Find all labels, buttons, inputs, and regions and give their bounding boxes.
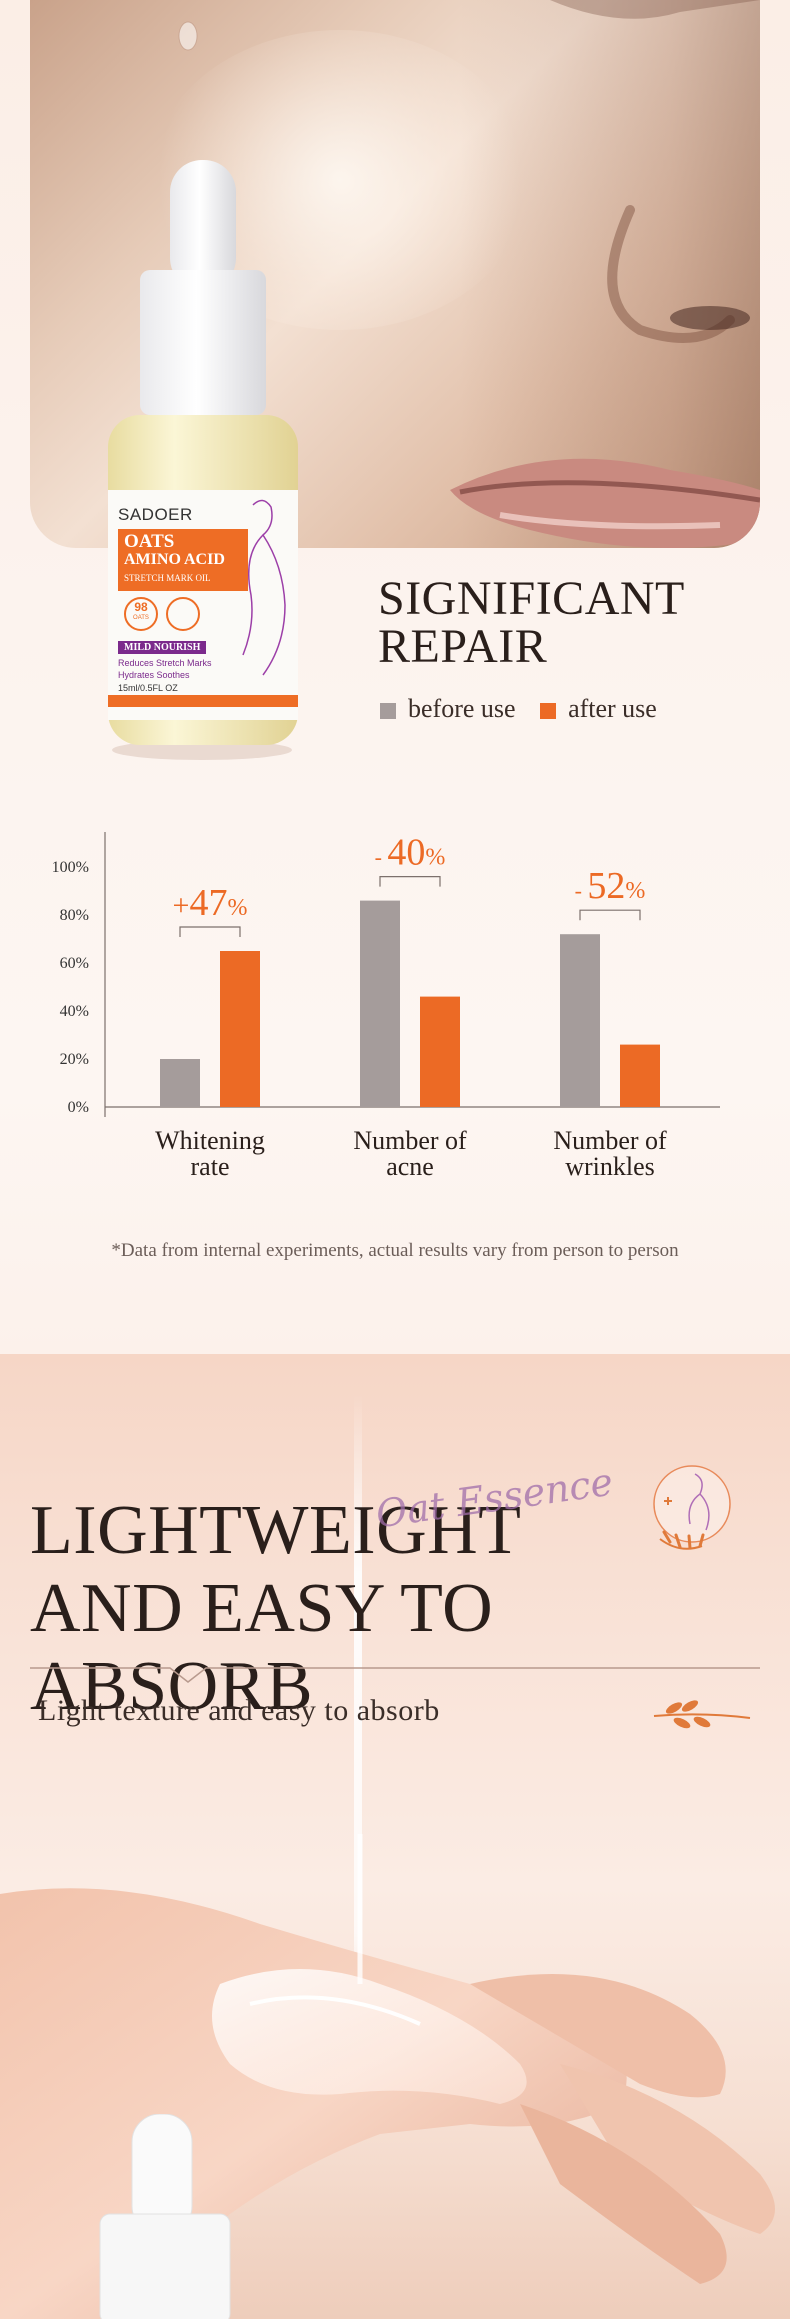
label-band: MILD NOURISH (118, 641, 207, 654)
x-category-label: Number of (553, 1126, 667, 1155)
label-oats: OATS (124, 531, 175, 552)
oat-sprig-icon (653, 1700, 751, 1729)
x-category-label: rate (191, 1152, 230, 1181)
x-category-label: wrinkles (565, 1152, 655, 1181)
y-tick-label: 100% (52, 859, 89, 876)
brand-logo: SADOER (118, 505, 193, 524)
y-tick-label: 40% (60, 1003, 89, 1020)
bottle-label: SADOER OATS AMINO ACID STRETCH MARK OIL … (108, 499, 298, 715)
absorb-title-line-1: LIGHTWEIGHT (30, 1492, 522, 1569)
label-badges: 98 OATS (118, 597, 298, 637)
x-category-label: acne (386, 1152, 434, 1181)
absorb-title-line-2: AND EASY TO ABSORB (30, 1570, 494, 1725)
section-divider (30, 1667, 760, 1683)
label-claim-1: Reduces Stretch Marks (118, 658, 212, 668)
face-features (178, 0, 760, 548)
label-orange-stripe (108, 695, 298, 707)
legend-before-swatch (380, 703, 396, 720)
repair-section: SADOER OATS AMINO ACID STRETCH MARK OIL … (0, 0, 790, 1354)
serum-stream (354, 1394, 362, 1994)
change-bracket (179, 926, 241, 937)
change-annotation: - 40% (375, 832, 446, 874)
repair-title-line-2: REPAIR (378, 620, 548, 673)
y-tick-label: 0% (68, 1099, 89, 1116)
legend-after-label: after use (568, 694, 657, 723)
x-category-label: Whitening (155, 1126, 265, 1155)
label-claim-2: Hydrates Soothes (118, 670, 190, 680)
label-amino: AMINO ACID (124, 551, 225, 568)
chart-legend: before use after use (380, 694, 657, 724)
serum-bottle-bottom (99, 2114, 231, 2319)
y-tick-label: 80% (60, 907, 89, 924)
absorb-subtitle: Light texture and easy to absorb (38, 1694, 440, 1727)
label-stretch: STRETCH MARK OIL (124, 573, 211, 583)
change-annotation: - 52% (575, 865, 646, 907)
label-volume: 15ml/0.5FL OZ (118, 683, 178, 693)
repair-title-line-1: SIGNIFICANT (378, 572, 685, 625)
bar-after-use (220, 951, 260, 1107)
y-tick-label: 20% (60, 1051, 89, 1068)
change-annotation: +47% (173, 882, 248, 924)
repair-title: SIGNIFICANT REPAIR (378, 575, 758, 671)
badge-98: 98 OATS (124, 597, 158, 631)
change-bracket (379, 876, 441, 887)
change-bracket (579, 909, 641, 921)
legend-before-label: before use (408, 694, 516, 723)
water-drop-icon (166, 597, 200, 631)
absorb-section: LIGHTWEIGHT AND EASY TO ABSORB Oat Essen… (0, 1354, 790, 2319)
bar-after-use (420, 996, 460, 1107)
bar-before-use (160, 1059, 200, 1107)
oat-mother-emblem-icon (653, 1465, 731, 1550)
bar-before-use (560, 934, 600, 1107)
x-category-label: Number of (353, 1126, 467, 1155)
disclaimer-note: *Data from internal experiments, actual … (111, 1240, 679, 1261)
pregnant-silhouette-icon (242, 499, 286, 676)
bar-after-use (620, 1044, 660, 1107)
absorb-title: LIGHTWEIGHT AND EASY TO ABSORB (30, 1492, 770, 1726)
y-tick-label: 60% (60, 955, 89, 972)
label-orange-block: OATS AMINO ACID STRETCH MARK OIL (118, 529, 248, 591)
legend-after-swatch (540, 703, 557, 720)
bar-before-use (360, 900, 400, 1107)
